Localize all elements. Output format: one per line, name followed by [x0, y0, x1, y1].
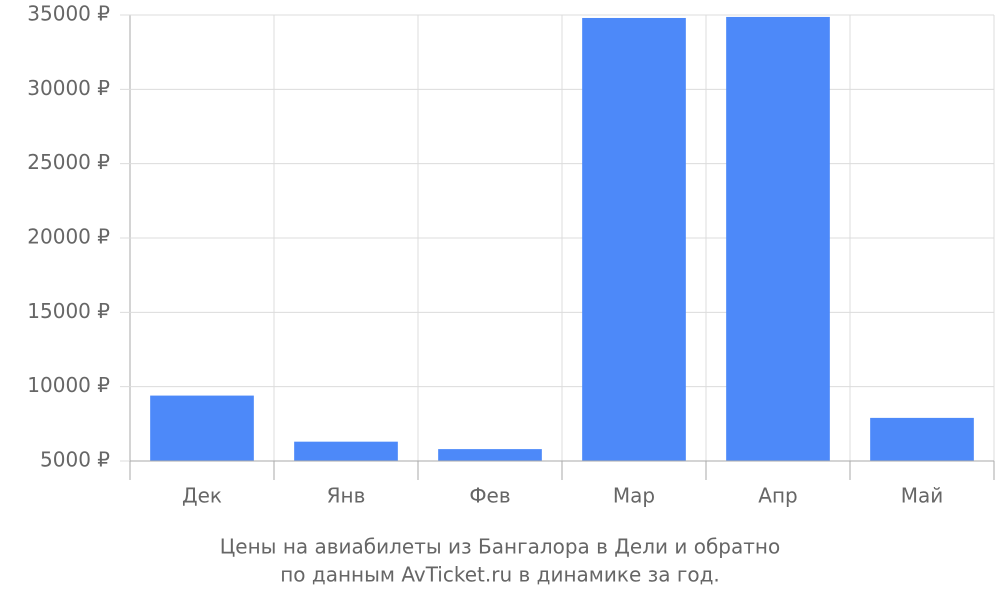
bar: [294, 441, 398, 461]
x-tick-label: Май: [901, 484, 944, 508]
chart-caption: по данным AvTicket.ru в динамике за год.: [280, 563, 720, 587]
y-tick-label: 10000 ₽: [27, 373, 110, 397]
bar: [726, 16, 830, 461]
y-tick-label: 15000 ₽: [27, 299, 110, 323]
bar: [582, 17, 686, 462]
y-tick-label: 35000 ₽: [27, 2, 110, 26]
y-tick-label: 20000 ₽: [27, 225, 110, 249]
x-tick-label: Дек: [182, 484, 222, 508]
chart-caption: Цены на авиабилеты из Бангалора в Дели и…: [220, 535, 780, 559]
x-tick-label: Янв: [327, 484, 366, 508]
x-tick-label: Мар: [613, 484, 655, 508]
x-tick-label: Апр: [758, 484, 797, 508]
bar: [870, 417, 974, 461]
y-tick-label: 5000 ₽: [40, 448, 110, 472]
x-tick-label: Фев: [469, 484, 510, 508]
y-tick-label: 25000 ₽: [27, 150, 110, 174]
bar: [150, 395, 254, 461]
bar: [438, 449, 542, 461]
y-tick-label: 30000 ₽: [27, 76, 110, 100]
